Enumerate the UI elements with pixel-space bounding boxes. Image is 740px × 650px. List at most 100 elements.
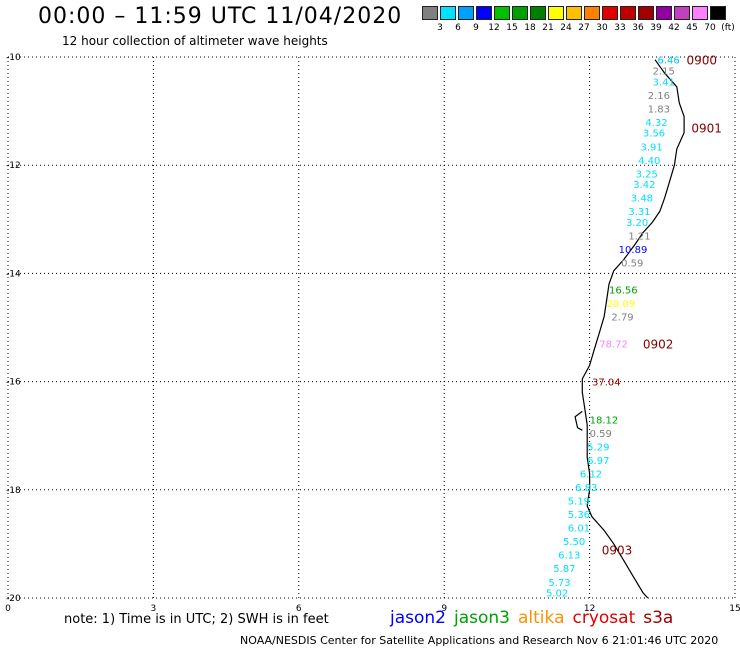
- scale-swatch: [440, 6, 456, 20]
- lon-axis-label: 3: [151, 604, 157, 614]
- wave-height-value: 37.04: [592, 378, 621, 389]
- lon-axis-label: 6: [296, 604, 302, 614]
- lon-axis-label: 15: [729, 604, 740, 614]
- scale-swatch: [638, 6, 654, 20]
- map-subtitle: 12 hour collection of altimeter wave hei…: [62, 34, 328, 48]
- scale-swatch: [584, 6, 600, 20]
- scale-label: 12: [488, 23, 500, 33]
- wave-height-value: 3.41: [653, 77, 675, 88]
- wave-height-value: 5.02: [546, 589, 568, 600]
- wave-height-value: 2.79: [611, 313, 633, 324]
- legend-altika: altika: [518, 608, 565, 628]
- lat-axis-label: -20: [6, 594, 21, 604]
- scale-label: 3: [437, 23, 443, 33]
- wave-height-value: 1.21: [628, 232, 650, 243]
- scale-label: 27: [578, 23, 590, 33]
- legend-s3a: s3a: [643, 608, 674, 628]
- wave-height-value: 6.13: [558, 551, 580, 562]
- wave-height-value: 1.83: [648, 104, 670, 115]
- map-title: 00:00 – 11:59 UTC 11/04/2020: [38, 4, 403, 29]
- coastline-inlet: [574, 410, 583, 431]
- wave-height-value: 3.31: [628, 207, 650, 218]
- wave-height-value: 6.01: [568, 524, 590, 535]
- scale-swatch: [476, 6, 492, 20]
- scale-label: 70: [704, 23, 716, 33]
- legend-jason3: jason3: [454, 608, 510, 628]
- scale-swatch: [458, 6, 474, 20]
- wave-height-value: 5.50: [563, 537, 585, 548]
- scale-swatch: [602, 6, 618, 20]
- scale-label: 24: [560, 23, 572, 33]
- wave-height-value: 4.40: [638, 156, 660, 167]
- scale-label: 30: [596, 23, 608, 33]
- scale-label: 45: [686, 23, 698, 33]
- coastline-track: [574, 59, 685, 599]
- wave-height-value: 2.16: [648, 91, 670, 102]
- scale-swatch: [512, 6, 528, 20]
- wave-height-value: 6.46: [657, 56, 679, 67]
- wave-height-value: 20.09: [607, 299, 636, 310]
- coastline: [581, 59, 685, 599]
- scale-swatch: [422, 6, 438, 20]
- wave-height-value: 3.25: [636, 169, 658, 180]
- scale-swatch: [710, 6, 726, 20]
- wave-height-value: 4.32: [645, 118, 667, 129]
- wave-height-value: 6.12: [580, 470, 602, 481]
- scale-label: 9: [473, 23, 479, 33]
- wave-height-value: 6.83: [575, 483, 597, 494]
- wave-height-value: 5.19: [568, 497, 590, 508]
- time-label: 0903: [602, 543, 633, 557]
- scale-label: 39: [650, 23, 662, 33]
- time-label: 0901: [691, 121, 722, 135]
- scale-swatch: [548, 6, 564, 20]
- scale-swatch: [566, 6, 582, 20]
- lat-axis-label: -18: [6, 486, 21, 496]
- satellite-legend: jason2 jason3 altika cryosat s3a: [390, 608, 681, 628]
- scale-label: 15: [506, 23, 518, 33]
- wave-height-value: 3.42: [633, 180, 655, 191]
- legend-jason2: jason2: [390, 608, 446, 628]
- scale-label: 6: [455, 23, 461, 33]
- lat-axis-label: -12: [6, 161, 21, 171]
- wave-height-value: 0.59: [621, 259, 643, 270]
- wave-height-value: 3.91: [640, 142, 662, 153]
- lon-axis-label: 12: [584, 604, 595, 614]
- scale-swatch: [530, 6, 546, 20]
- scale-swatch: [656, 6, 672, 20]
- wave-height-value: 5.29: [587, 443, 609, 454]
- wave-height-value: 5.36: [568, 510, 590, 521]
- scale-label: (ft): [721, 23, 735, 33]
- legend-cryosat: cryosat: [572, 608, 636, 628]
- lat-axis-label: -16: [6, 378, 21, 388]
- footer-note: note: 1) Time is in UTC; 2) SWH is in fe…: [64, 612, 329, 627]
- credit-line: NOAA/NESDIS Center for Satellite Applica…: [240, 634, 719, 647]
- wave-height-value: 10.89: [619, 245, 648, 256]
- scale-swatch: [692, 6, 708, 20]
- scale-label: 18: [524, 23, 536, 33]
- time-label: 0900: [687, 54, 718, 68]
- axis-labels: -10 -12 -14 -16 -18 -200 3 6 9 12 15: [5, 53, 740, 614]
- lat-lon-grid: [7, 56, 736, 599]
- wave-height-value: 2.15: [653, 67, 675, 78]
- time-labels: 0900 0901 0902 0903: [602, 54, 722, 558]
- wave-height-readings: 6.462.153.41 2.16 1.83 4.323.56 3.91 4.40 3.25…: [546, 56, 680, 600]
- lon-axis-label: 9: [441, 604, 447, 614]
- wave-height-value: 0.59: [590, 429, 612, 440]
- wave-height-value: 78.72: [599, 340, 628, 351]
- scale-swatch: [494, 6, 510, 20]
- scale-label: 33: [614, 23, 626, 33]
- wave-height-value: 5.73: [548, 578, 570, 589]
- lat-axis-label: -14: [6, 269, 21, 279]
- scale-label: 21: [542, 23, 554, 33]
- time-label: 0902: [643, 338, 674, 352]
- scale-swatch: [674, 6, 690, 20]
- wave-height-value: 3.20: [626, 218, 648, 229]
- wave-height-value: 3.56: [643, 129, 665, 140]
- wave-height-value: 5.87: [553, 564, 575, 575]
- wave-height-value: 16.56: [609, 286, 638, 297]
- wave-height-value: 18.12: [590, 415, 619, 426]
- wave-height-value: 6.97: [587, 456, 609, 467]
- scale-label: 36: [632, 23, 644, 33]
- lat-axis-label: -10: [6, 53, 21, 63]
